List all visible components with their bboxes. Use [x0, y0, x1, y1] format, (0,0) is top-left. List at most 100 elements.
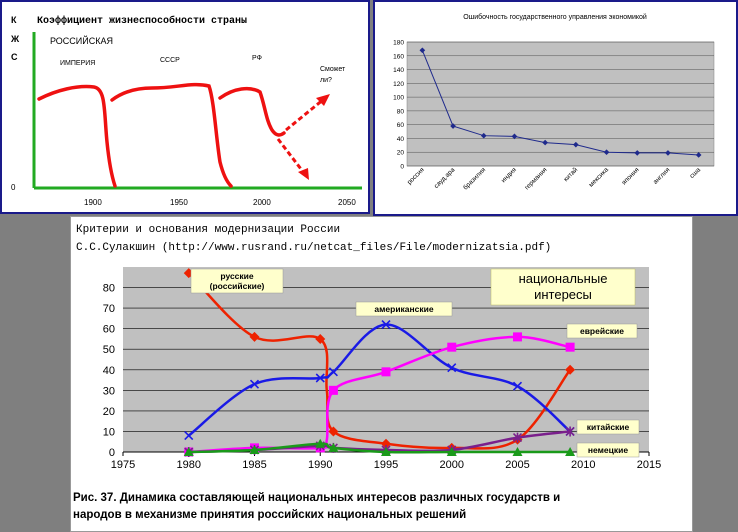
error-category-label: китай	[562, 165, 580, 183]
modernization-x-tick-label: 2010	[571, 459, 595, 471]
point-triangle	[565, 447, 576, 456]
series-label: (российские)	[210, 281, 265, 291]
point-diamond	[381, 438, 391, 449]
series-label-box	[576, 419, 640, 435]
point-triangle	[381, 447, 391, 456]
modernization-chart: Критерии и основания модернизации России…	[73, 224, 661, 521]
error-category-label: сауд.ара	[433, 166, 457, 190]
error-category-label: сша	[689, 166, 703, 180]
label-ussr: СССР	[160, 57, 180, 64]
series-label-box	[576, 442, 640, 458]
point-triangle	[249, 444, 260, 454]
error-point	[695, 152, 702, 158]
empire-curve	[37, 84, 117, 188]
error-y-tick-label: 60	[397, 122, 405, 129]
point-diamond	[328, 426, 339, 437]
error-category-label: мексика	[588, 166, 611, 189]
label-rf: РФ	[252, 55, 262, 62]
point-square	[328, 385, 338, 395]
modernization-x-tick-label: 1990	[308, 459, 332, 471]
x-tick-2050: 2050	[338, 198, 356, 207]
caption-line2: народов в механизме принятия российских …	[73, 509, 466, 521]
label-empire: ИМПЕРИЯ	[60, 60, 95, 67]
error-category-label: япония	[621, 166, 641, 186]
point-x	[315, 373, 325, 383]
modernization-x-tick-label: 2000	[440, 459, 464, 471]
error-point	[573, 141, 579, 148]
point-x	[328, 367, 338, 377]
error-y-tick-label: 80	[397, 108, 405, 115]
point-square	[381, 367, 391, 377]
management-error-panel: Ошибочность государственного управления …	[373, 0, 738, 216]
point-diamond	[565, 364, 576, 375]
point-triangle	[512, 447, 523, 456]
modernization-y-tick-label: 60	[103, 324, 115, 336]
error-y-tick-label: 140	[393, 67, 404, 74]
error-y-tick-label: 0	[400, 164, 404, 171]
error-y-tick-label: 100	[393, 95, 404, 102]
point-diamond	[315, 333, 326, 344]
point-square	[447, 342, 457, 352]
national-interests-box	[490, 268, 636, 306]
y-label-s: С	[11, 52, 18, 62]
point-triangle	[315, 438, 326, 448]
point-triangle	[446, 447, 457, 456]
up-scenario-arrow	[285, 97, 325, 132]
modernization-panel: Критерии и основания модернизации России…	[70, 216, 693, 532]
point-x	[512, 381, 523, 391]
error-point	[480, 132, 487, 139]
series-label-box	[566, 323, 638, 339]
modernization-x-tick-label: 2015	[637, 459, 661, 471]
series-label: китайские	[587, 422, 630, 432]
x-tick-1950: 1950	[170, 198, 188, 207]
modernization-y-tick-label: 0	[109, 447, 115, 459]
error-category-label: германия	[524, 166, 549, 191]
modernization-x-tick-label: 1985	[242, 459, 266, 471]
viability-chart: Коэффициент жизнеспособности страны К Ж …	[10, 14, 362, 207]
point-star	[565, 426, 575, 437]
modernization-x-tick-label: 1995	[374, 459, 398, 471]
error-category-label: россия	[406, 166, 426, 186]
modernization-x-tick-label: 2005	[505, 459, 529, 471]
modernization-x-tick-label: 1980	[177, 459, 201, 471]
modernization-title: Критерии и основания модернизации России	[76, 224, 340, 236]
label-can-it: Сможет	[320, 66, 346, 73]
ussr-curve	[110, 82, 233, 188]
series-label: американские	[374, 304, 433, 314]
point-square	[565, 342, 575, 352]
viability-chart-panel: Коэффициент жизнеспособности страны К Ж …	[0, 0, 370, 214]
modernization-y-tick-label: 70	[103, 303, 115, 315]
rf-curve	[218, 86, 286, 137]
error-point	[542, 139, 548, 146]
error-plot-area	[406, 41, 715, 167]
down-scenario-arrow	[276, 138, 306, 174]
error-y-tick-label: 180	[393, 40, 404, 47]
error-chart-title: Ошибочность государственного управления …	[463, 13, 647, 21]
y-label-zh: Ж	[10, 34, 20, 44]
error-category-label: индия	[500, 166, 518, 184]
error-series-line	[421, 50, 699, 156]
point-x	[249, 379, 260, 389]
modernization-y-tick-label: 80	[103, 283, 115, 295]
point-triangle	[183, 447, 194, 456]
x-tick-2000: 2000	[253, 198, 271, 207]
series-label: русские	[220, 271, 254, 281]
modernization-x-tick-label: 1975	[111, 459, 135, 471]
error-category-label: англия	[652, 166, 672, 186]
viability-chart-title: Коэффициент жизнеспособности страны	[37, 14, 247, 27]
caption-line1: Рис. 37. Динамика составляющей националь…	[73, 492, 560, 504]
error-y-tick-label: 40	[397, 136, 405, 143]
label-russian: РОССИЙСКАЯ	[50, 35, 113, 46]
error-point	[665, 150, 671, 156]
modernization-subtitle: С.С.Сулакшин (http://www.rusrand.ru/netc…	[76, 242, 551, 254]
error-category-label: бразилия	[461, 165, 487, 191]
point-x	[184, 430, 194, 441]
modernization-y-tick-label: 50	[103, 344, 115, 356]
label-question: ли?	[320, 77, 332, 84]
modernization-y-tick-label: 40	[103, 365, 115, 377]
point-diamond	[249, 331, 260, 342]
modernization-y-tick-label: 10	[103, 426, 115, 438]
y-tick-0: 0	[11, 183, 16, 192]
series-label-box	[190, 268, 284, 294]
error-point	[634, 150, 641, 156]
